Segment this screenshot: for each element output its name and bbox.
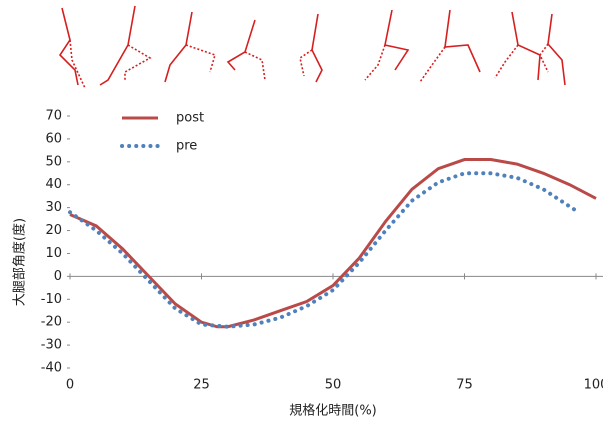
figure xyxy=(299,49,313,77)
y-tick-label: 50 xyxy=(45,154,62,169)
legend-label: pre xyxy=(176,139,197,154)
stick-figures xyxy=(58,5,566,89)
y-tick-label: 20 xyxy=(45,223,62,238)
y-tick-label: -40 xyxy=(41,361,62,376)
y-tick-label: 70 xyxy=(45,109,62,124)
y-tick-label: -30 xyxy=(41,338,62,353)
figure xyxy=(547,13,566,86)
y-tick-label: 40 xyxy=(45,177,62,192)
y-tick-label: 30 xyxy=(45,200,62,215)
x-tick-label: 100 xyxy=(584,378,603,393)
x-tick-label: 0 xyxy=(66,378,74,393)
x-tick-label: 50 xyxy=(325,378,342,393)
series-line xyxy=(69,158,597,329)
x-tick-label: 75 xyxy=(456,378,473,393)
figure xyxy=(244,51,266,81)
x-axis-label: 規格化時間(%) xyxy=(289,403,377,419)
figure xyxy=(164,11,193,83)
legend-label: post xyxy=(176,111,204,126)
figure xyxy=(494,44,519,79)
figure xyxy=(364,44,386,81)
figure xyxy=(539,43,549,73)
figure xyxy=(185,44,216,73)
figure xyxy=(99,5,136,86)
y-tick-label: 60 xyxy=(45,131,62,146)
figure xyxy=(444,9,481,73)
figure xyxy=(419,46,446,83)
series-line xyxy=(68,171,577,329)
x-tick-label: 25 xyxy=(193,378,210,393)
y-axis-label: 大腿部角度(度) xyxy=(12,218,28,306)
figure xyxy=(384,9,410,71)
figure xyxy=(511,11,541,81)
y-tick-label: -20 xyxy=(41,315,62,330)
figure xyxy=(124,44,152,80)
figure xyxy=(226,19,256,71)
y-tick-label: -10 xyxy=(41,292,62,307)
figure xyxy=(58,7,79,86)
figure xyxy=(69,39,86,89)
y-tick-label: 0 xyxy=(54,269,62,284)
y-tick-label: 10 xyxy=(45,246,62,261)
figure xyxy=(311,13,323,83)
